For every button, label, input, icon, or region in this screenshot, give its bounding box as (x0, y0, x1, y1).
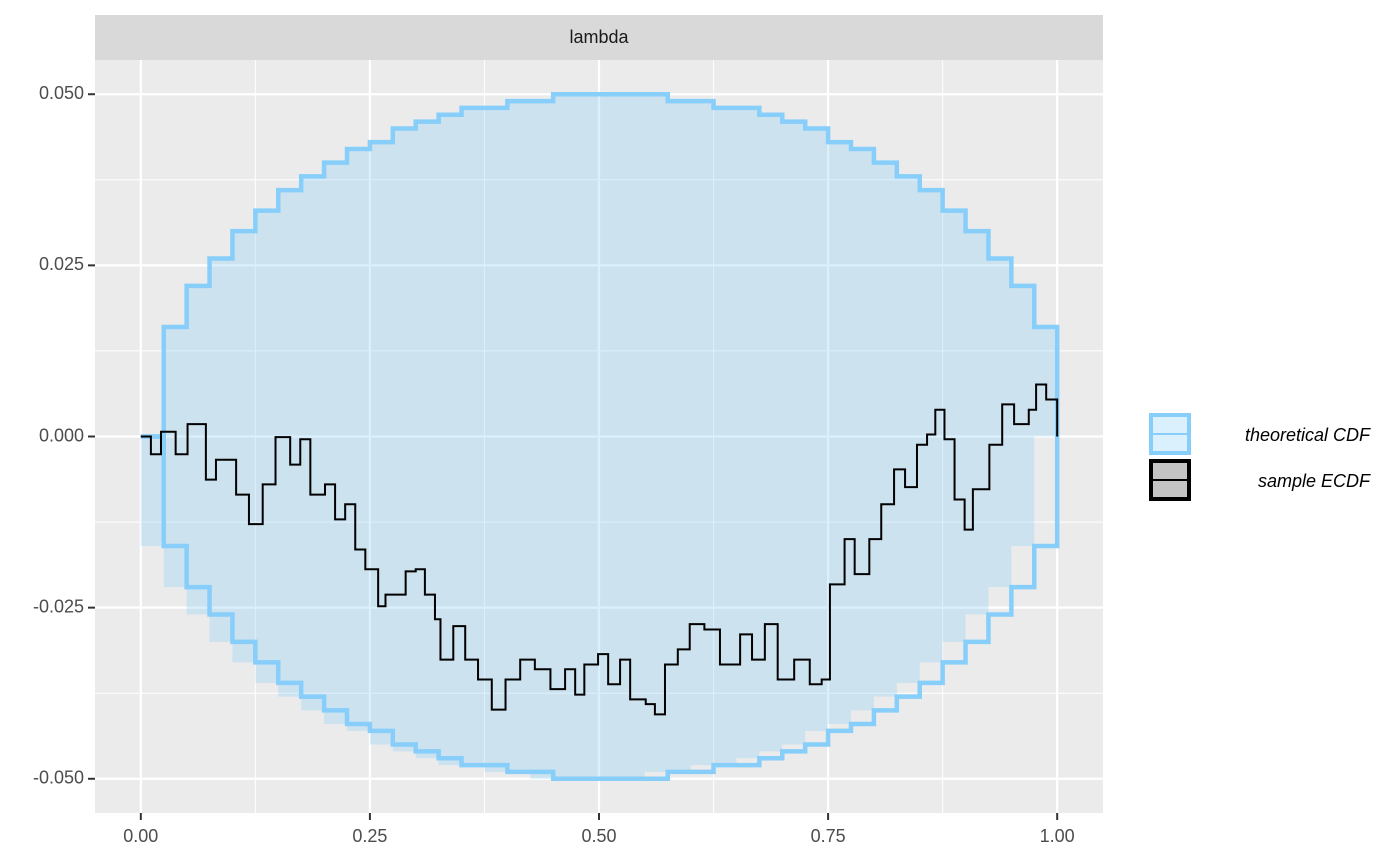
ecdf-line (140, 383, 1059, 716)
x-tick-label: 0.00 (123, 826, 158, 846)
strip-label: lambda (569, 27, 629, 47)
x-tick-label: 0.75 (811, 826, 846, 846)
band-upper (140, 91, 1060, 439)
y-tick-label: 0.025 (39, 254, 84, 274)
band-fill (140, 94, 1058, 779)
legend-label: sample ECDF (1258, 471, 1371, 491)
x-tick-label: 0.25 (352, 826, 387, 846)
legend-label: theoretical CDF (1245, 425, 1371, 445)
band-lower (140, 434, 1060, 782)
x-tick-label: 1.00 (1040, 826, 1075, 846)
marks (140, 91, 1060, 782)
y-tick-label: -0.050 (33, 768, 84, 788)
y-tick-label: 0.050 (39, 83, 84, 103)
y-tick-label: -0.025 (33, 596, 84, 616)
axes: 0.00 0.25 0.50 0.75 1.00 -0.050 -0.025 0.000 0.0… (33, 83, 1075, 846)
x-tick-label: 0.50 (581, 826, 616, 846)
y-tick-label: 0.000 (39, 425, 84, 445)
strip (95, 15, 1103, 60)
legend: theoretical CDF sample ECDF (1149, 413, 1371, 501)
